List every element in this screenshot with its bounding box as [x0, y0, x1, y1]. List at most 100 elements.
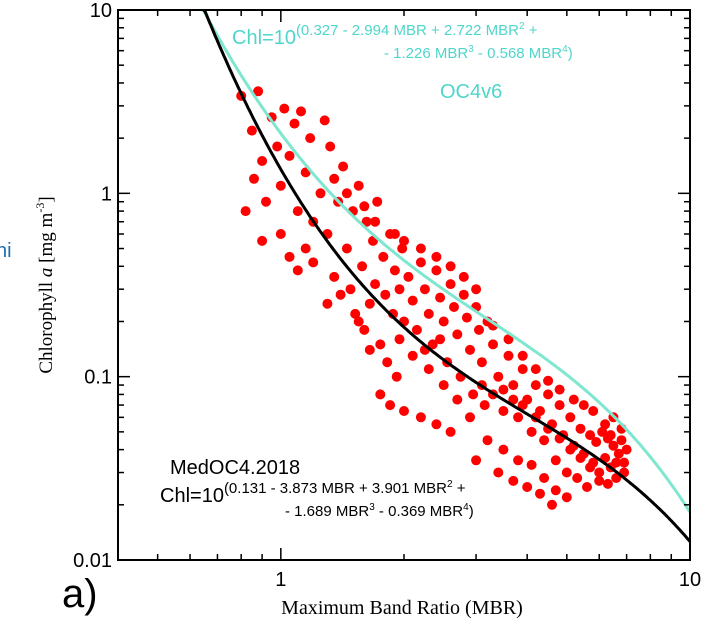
data-point — [240, 206, 251, 217]
data-point — [517, 400, 528, 411]
data-point — [550, 485, 561, 496]
data-point — [503, 350, 514, 361]
data-point — [476, 357, 487, 368]
data-point — [561, 467, 572, 478]
data-point — [465, 412, 475, 423]
oc4v6-label: OC4v6 — [440, 81, 502, 103]
data-point — [359, 324, 370, 335]
data-point — [608, 440, 619, 451]
data-point — [550, 455, 561, 466]
oc4v6-eq-sup2: 3 — [468, 44, 474, 55]
curves — [201, 8, 692, 543]
medoc4-eq-tail2: ) — [469, 503, 474, 520]
data-point — [572, 473, 583, 483]
data-point — [364, 298, 375, 309]
data-point — [382, 357, 393, 368]
medoc4-eq-sup3: 4 — [463, 502, 469, 513]
data-point — [292, 206, 303, 217]
data-point — [619, 457, 630, 468]
axis-ticks: 0.01 0.1 1 10 1 10 — [73, 0, 701, 591]
data-point — [315, 188, 326, 199]
data-point — [329, 271, 340, 282]
data-point — [445, 426, 456, 437]
oc4v6-equation: Chl=10(0.327 - 2.994 MBR + 2.722 MBR2 + — [232, 21, 538, 49]
data-point — [257, 156, 268, 166]
data-point — [391, 371, 402, 382]
data-point — [600, 419, 611, 430]
medoc4-curve — [202, 9, 692, 543]
data-point — [403, 271, 414, 282]
data-point — [370, 279, 381, 290]
data-point — [530, 380, 541, 391]
data-point — [585, 430, 596, 441]
data-point — [394, 284, 405, 295]
data-point — [613, 448, 624, 459]
data-point — [357, 261, 368, 272]
medoc4-eq-line1: (0.131 - 3.873 MBR + 3.901 MBR — [224, 480, 447, 497]
data-point — [407, 295, 418, 306]
data-point — [468, 389, 479, 400]
data-point — [261, 196, 271, 207]
data-point — [415, 412, 426, 423]
data-point — [249, 173, 259, 184]
x-tick-label: 1 — [275, 569, 286, 591]
y-axis-label-unit: [mg m — [36, 212, 57, 262]
data-point — [375, 339, 386, 350]
data-point — [535, 488, 545, 499]
data-point — [399, 235, 409, 246]
data-point — [419, 284, 430, 295]
data-point — [471, 284, 482, 295]
data-point — [522, 482, 533, 492]
data-point — [375, 389, 386, 400]
medoc4-equation: Chl=10(0.131 - 3.873 MBR + 3.901 MBR2 + — [160, 479, 466, 507]
data-point — [594, 467, 605, 478]
data-point — [300, 243, 311, 254]
data-point — [394, 334, 405, 345]
data-point — [597, 426, 608, 437]
data-point — [517, 350, 528, 361]
data-point — [452, 329, 463, 340]
data-points — [236, 86, 632, 510]
data-point — [338, 161, 349, 172]
data-point — [588, 406, 599, 416]
medoc4-label: MedOC4.2018 — [170, 457, 300, 479]
y-tick-label: 1 — [101, 183, 112, 205]
data-point — [602, 478, 613, 489]
data-point — [275, 229, 286, 239]
data-point — [461, 312, 472, 323]
data-point — [488, 339, 498, 350]
data-point — [246, 125, 257, 136]
data-point — [359, 201, 370, 212]
data-point — [350, 308, 361, 319]
data-point — [423, 308, 434, 319]
data-point — [611, 457, 622, 468]
data-point — [526, 426, 537, 437]
data-point — [474, 324, 484, 335]
data-point — [341, 243, 352, 254]
y-axis-label-main: Chlorophyll — [36, 282, 57, 374]
data-point — [353, 180, 364, 191]
data-point — [575, 423, 586, 434]
data-point — [397, 243, 408, 254]
oc4v6-eq-sup3: 4 — [562, 44, 568, 55]
data-point — [335, 289, 346, 300]
x-axis-label: Maximum Band Ratio (MBR) — [281, 597, 523, 619]
y-tick-label: 0.1 — [84, 367, 112, 389]
data-point — [554, 384, 565, 395]
data-point — [568, 394, 579, 405]
data-point — [257, 235, 268, 246]
medoc4-eq-line2: - 1.689 MBR — [285, 503, 369, 520]
data-point — [503, 334, 514, 345]
data-point — [539, 473, 550, 483]
data-point — [289, 118, 300, 129]
data-point — [575, 453, 586, 463]
data-point — [493, 467, 504, 478]
medoc4-equation-line2: - 1.689 MBR3 - 0.369 MBR4) — [285, 502, 474, 520]
data-point — [438, 316, 449, 327]
data-point — [345, 284, 356, 295]
data-point — [616, 435, 627, 446]
data-point — [372, 196, 383, 207]
data-point — [370, 216, 381, 227]
oc4v6-eq-mid2: - 0.568 MBR — [474, 45, 563, 62]
data-point — [279, 103, 290, 114]
